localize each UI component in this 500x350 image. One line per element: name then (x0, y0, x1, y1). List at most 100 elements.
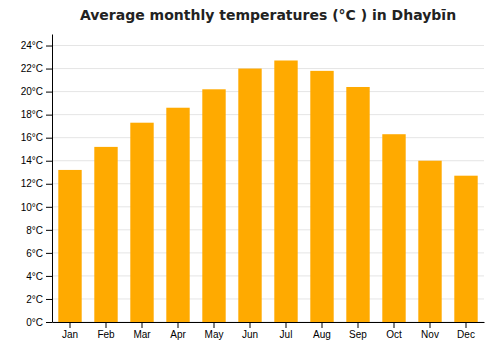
tick-mark (46, 184, 52, 185)
bar (202, 89, 225, 322)
tick: 6°C (26, 248, 52, 259)
tick: Aug (313, 322, 331, 340)
bar (418, 161, 441, 322)
tick-label: Aug (313, 329, 331, 340)
tick-mark (322, 322, 323, 328)
tick: 14°C (21, 155, 52, 166)
tick-label: 16°C (21, 132, 43, 143)
tick: 10°C (21, 202, 52, 213)
tick-label: 18°C (21, 109, 43, 120)
bar (346, 87, 369, 322)
grid-line (52, 137, 484, 138)
tick-mark (286, 322, 287, 328)
tick-label: 12°C (21, 178, 43, 189)
tick-label: Feb (97, 329, 115, 340)
tick-mark (46, 69, 52, 70)
tick-label: 2°C (26, 294, 43, 305)
grid-line (52, 114, 484, 115)
tick-label: Nov (421, 329, 439, 340)
title: Average monthly temperatures (°C ) in Dh… (80, 7, 456, 23)
bar (166, 108, 189, 322)
tick-label: 0°C (26, 317, 43, 328)
tick: Dec (457, 322, 475, 340)
tick-mark (250, 322, 251, 328)
chart: Average monthly temperatures (°C ) in Dh… (0, 0, 500, 350)
grid (52, 46, 484, 322)
tick-label: Sep (349, 329, 367, 340)
tick: 18°C (21, 109, 52, 120)
axis-line (53, 322, 485, 323)
tick-mark (46, 299, 52, 300)
tick-label: Oct (386, 329, 402, 340)
tick: 22°C (21, 63, 52, 74)
tick: 8°C (26, 225, 52, 236)
tick: 0°C (26, 317, 52, 328)
tick-label: Dec (457, 329, 475, 340)
tick: 16°C (21, 132, 52, 143)
tick: Mar (133, 322, 151, 340)
tick: Jul (280, 322, 293, 340)
tick: May (205, 322, 224, 340)
tick-mark (142, 322, 143, 328)
tick-mark (46, 253, 52, 254)
tick-label: 4°C (26, 271, 43, 282)
tick-mark (46, 322, 52, 323)
tick-label: 8°C (26, 225, 43, 236)
tick: 4°C (26, 271, 52, 282)
tick-mark (46, 230, 52, 231)
bar (58, 170, 81, 322)
grid-line (52, 45, 484, 46)
tick-label: 6°C (26, 248, 43, 259)
tick-label: 10°C (21, 202, 43, 213)
tick-mark (214, 322, 215, 328)
tick: Nov (421, 322, 439, 340)
grid-line (52, 68, 484, 69)
bars (58, 60, 477, 322)
tick-mark (46, 161, 52, 162)
x-axis: Jan Feb Mar Apr May Jun Jul Aug Sep Oct Nov Dec (53, 322, 485, 340)
tick: 2°C (26, 294, 52, 305)
tick: Jun (242, 322, 258, 340)
tick-mark (466, 322, 467, 328)
tick-mark (178, 322, 179, 328)
tick-label: Mar (133, 329, 151, 340)
axis-line (52, 35, 53, 323)
plot: Jan Feb Mar Apr May Jun Jul Aug Sep Oct Nov Dec 0°C 2… (21, 35, 485, 341)
tick-label: 24°C (21, 40, 43, 51)
tick-label: 22°C (21, 63, 43, 74)
bar (382, 134, 405, 322)
bar (238, 69, 261, 322)
bar (310, 71, 333, 322)
tick-label: 14°C (21, 155, 43, 166)
tick-label: Jun (242, 329, 258, 340)
tick-mark (46, 138, 52, 139)
y-axis: 0°C 2°C 4°C 6°C 8°C 10°C 12°C 14°C 16°C 18°C 20°C 2… (21, 35, 53, 328)
tick-label: May (205, 329, 224, 340)
tick-label: Jul (280, 329, 293, 340)
tick-mark (46, 115, 52, 116)
tick-label: 20°C (21, 86, 43, 97)
tick: Jan (62, 322, 78, 340)
tick-label: Apr (170, 329, 186, 340)
tick: Feb (97, 322, 115, 340)
bar (94, 147, 117, 322)
tick: Oct (386, 322, 402, 340)
tick: 24°C (21, 40, 52, 51)
tick-mark (46, 92, 52, 93)
tick-mark (46, 207, 52, 208)
bar (274, 60, 297, 322)
tick-label: Jan (62, 329, 78, 340)
tick: 12°C (21, 178, 52, 189)
tick-mark (46, 276, 52, 277)
tick: Sep (349, 322, 367, 340)
grid-line (52, 91, 484, 92)
tick: Apr (170, 322, 186, 340)
tick-mark (430, 322, 431, 328)
tick-mark (358, 322, 359, 328)
tick-mark (70, 322, 71, 328)
tick-mark (394, 322, 395, 328)
tick-mark (106, 322, 107, 328)
bar (130, 123, 153, 322)
bar (454, 176, 477, 322)
tick-mark (46, 46, 52, 47)
